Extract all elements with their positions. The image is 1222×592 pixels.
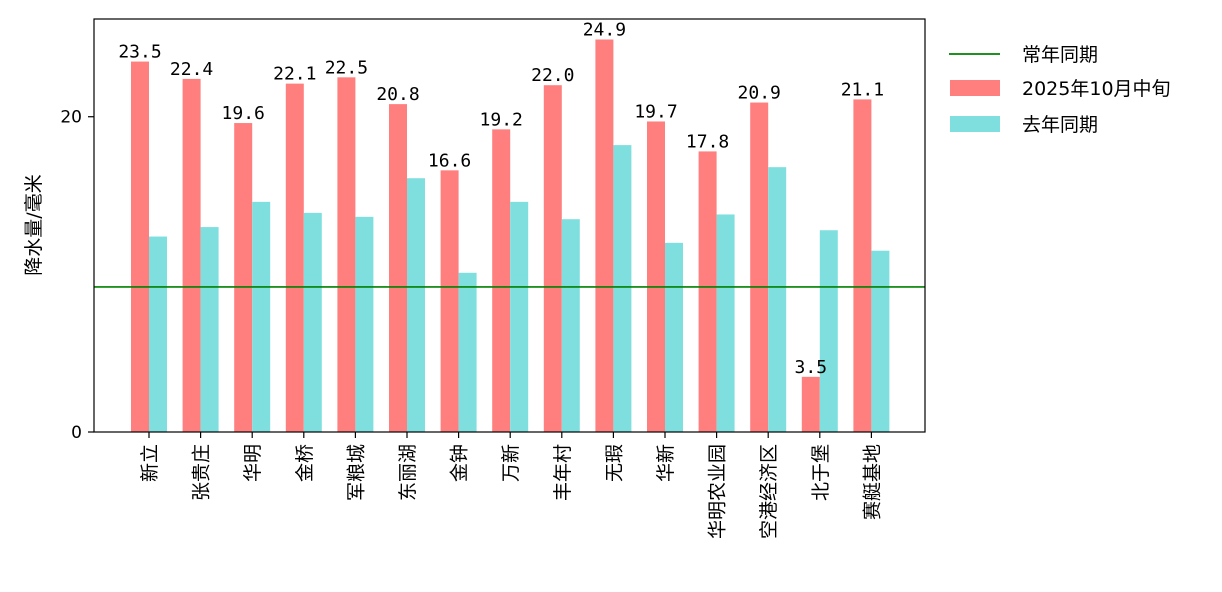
- bar-current: [801, 376, 820, 432]
- y-axis-label: 降水量/毫米: [23, 174, 45, 275]
- bar-current: [285, 83, 304, 433]
- data-label: 19.2: [480, 109, 523, 130]
- data-label: 20.8: [376, 84, 419, 105]
- bar-last-year: [252, 201, 271, 432]
- x-tick-label: 北于堡: [810, 444, 832, 501]
- legend-entry: 2025年10月中旬: [1022, 78, 1171, 100]
- bar-last-year: [871, 250, 890, 432]
- legend-swatch-last-year: [950, 116, 1000, 132]
- bar-last-year: [613, 145, 632, 432]
- x-tick-label: 华明农业园: [707, 444, 729, 539]
- data-label: 22.4: [170, 59, 213, 80]
- legend-swatch-current: [950, 80, 1000, 96]
- y-tick-label: 0: [71, 423, 82, 443]
- bar-last-year: [407, 178, 425, 432]
- bar-last-year: [768, 167, 787, 432]
- data-label: 20.9: [738, 83, 781, 104]
- bar-last-year: [149, 236, 167, 432]
- legend-entry: 去年同期: [1022, 114, 1098, 136]
- bar-current: [492, 129, 511, 432]
- bar-last-year: [716, 214, 735, 432]
- x-tick-label: 无瑕: [603, 444, 625, 482]
- data-label: 16.6: [428, 150, 471, 171]
- bar-current: [131, 61, 149, 433]
- bar-current: [698, 151, 717, 432]
- x-tick-label: 赛艇基地: [861, 444, 883, 520]
- bar-last-year: [665, 242, 683, 432]
- bar-current: [750, 102, 769, 432]
- plot-frame: [93, 18, 926, 433]
- bar-last-year: [561, 219, 580, 432]
- bar-current: [647, 121, 665, 433]
- data-label: 22.0: [531, 65, 574, 86]
- bar-current: [853, 99, 872, 432]
- bar-current: [440, 170, 459, 432]
- bar-current: [595, 39, 614, 432]
- bar-last-year: [819, 230, 838, 432]
- bar-last-year: [303, 212, 322, 432]
- bar-current: [182, 78, 201, 433]
- bar-current: [337, 77, 356, 432]
- bar-last-year: [458, 272, 477, 432]
- x-tick-label: 万新: [500, 444, 522, 482]
- x-tick-label: 丰年村: [552, 444, 574, 501]
- x-tick-label: 张贵庄: [191, 444, 213, 501]
- y-tick-label: 20: [60, 108, 82, 128]
- legend-entry: 常年同期: [1022, 44, 1098, 66]
- bar-last-year: [200, 227, 219, 432]
- bar-last-year: [510, 201, 529, 432]
- bar-current: [234, 123, 253, 432]
- data-label: 22.5: [325, 57, 368, 78]
- x-tick-label: 华新: [655, 444, 677, 482]
- x-tick-label: 军粮城: [345, 444, 367, 501]
- bar-current: [543, 85, 562, 432]
- data-label: 22.1: [273, 64, 316, 85]
- x-tick-label: 东丽湖: [397, 444, 419, 501]
- data-label: 21.1: [841, 79, 884, 100]
- data-label: 17.8: [686, 131, 729, 152]
- x-tick-label: 空港经济区: [758, 444, 780, 539]
- data-label: 24.9: [583, 19, 626, 40]
- data-label: 23.5: [118, 42, 161, 63]
- x-tick-label: 金桥: [294, 444, 316, 482]
- data-label: 19.6: [222, 103, 265, 124]
- data-label: 19.7: [634, 101, 677, 122]
- x-tick-label: 新立: [139, 444, 161, 482]
- data-label: 3.5: [795, 357, 828, 378]
- bar-last-year: [355, 216, 374, 432]
- x-tick-label: 华明: [242, 444, 264, 482]
- bar-current: [389, 104, 407, 433]
- x-tick-label: 金钟: [449, 444, 471, 482]
